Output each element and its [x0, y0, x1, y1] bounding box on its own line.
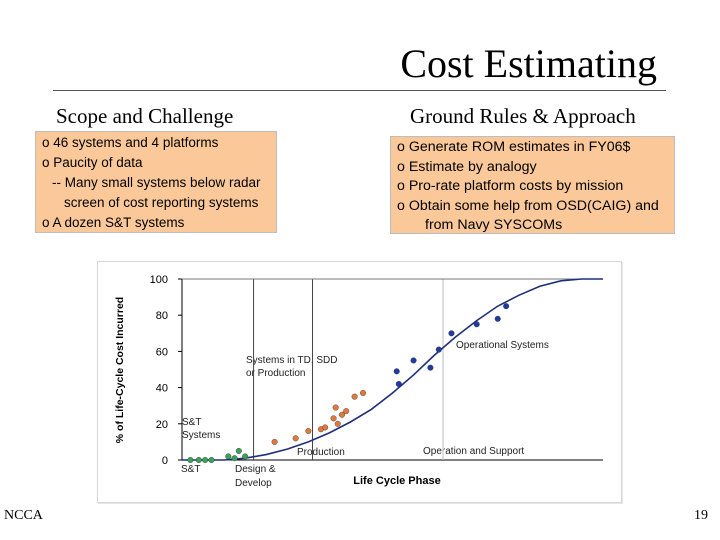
operational-point: [395, 380, 402, 387]
lifecycle-chart: % of Life-Cycle Cost Incurred Life Cycle…: [97, 261, 622, 503]
annotation-td-line-2: or Production: [246, 368, 305, 379]
st-point: [202, 456, 209, 463]
design-point: [271, 438, 278, 445]
left-bullet-2: o Paucity of data: [42, 155, 143, 170]
phase-label-production: Production: [297, 447, 345, 458]
right-bullet-1: o Generate ROM estimates in FY06$: [397, 139, 631, 155]
operational-point: [448, 330, 455, 337]
design-point: [305, 428, 312, 435]
y-tick-label: 60: [156, 346, 168, 358]
phase-label-st: S&T: [181, 464, 200, 475]
annotation-td-line-1: Systems in TD, SDD: [246, 355, 338, 366]
st-point: [195, 456, 202, 463]
design-point: [334, 420, 341, 427]
y-tick-label: 80: [156, 310, 168, 322]
operational-point: [393, 368, 400, 375]
st-point: [242, 453, 249, 460]
operational-point: [435, 346, 442, 353]
title-underline: [53, 90, 666, 91]
operational-point: [410, 357, 417, 364]
st-point: [187, 456, 194, 463]
cost-curve: [182, 278, 603, 461]
y-tick-label: 40: [156, 383, 168, 395]
design-point: [351, 393, 358, 400]
st-point: [225, 453, 232, 460]
left-heading: Scope and Challenge: [56, 104, 234, 128]
operational-point: [473, 321, 480, 328]
y-axis-label: % of Life-Cycle Cost Incurred: [114, 297, 126, 443]
design-point: [322, 424, 329, 431]
x-axis-label: Life Cycle Phase: [353, 475, 440, 487]
st-point: [208, 456, 215, 463]
phase-label-design: Design & Develop: [235, 464, 278, 489]
operational-point: [427, 364, 434, 371]
left-bullet-3: -- Many small systems below radar: [52, 175, 261, 190]
operational-point: [494, 315, 501, 322]
design-point: [292, 435, 299, 442]
design-point: [343, 408, 350, 415]
slide-title: Cost Estimating: [400, 41, 657, 86]
annotation-st-line-2: Systems: [182, 430, 220, 441]
right-bullet-4: o Obtain some help from OSD(CAIG) and: [397, 197, 659, 214]
st-point: [231, 455, 238, 462]
annotation-operational: Operational Systems: [456, 340, 549, 351]
plot-area: 0 20 40 60 80 100: [150, 274, 603, 467]
lifecycle-chart-svg: % of Life-Cycle Cost Incurred Life Cycle…: [114, 274, 603, 489]
phase-label-design-line-1: Design &: [235, 464, 276, 475]
right-heading: Ground Rules & Approach: [410, 104, 636, 128]
y-tick-label: 0: [162, 455, 168, 467]
right-bullet-3: o Pro-rate platform costs by mission: [397, 178, 624, 194]
design-point: [330, 415, 337, 422]
annotation-st-line-1: S&T: [182, 417, 201, 428]
design-point: [332, 404, 339, 411]
right-bullet-2: o Estimate by analogy: [397, 158, 537, 175]
scope-box: o 46 systems and 4 platforms o Paucity o…: [35, 131, 277, 233]
left-bullet-1: o 46 systems and 4 platforms: [42, 135, 219, 150]
design-point: [360, 390, 367, 397]
phase-label-design-line-2: Develop: [235, 478, 272, 489]
page-number: 19: [694, 508, 708, 523]
st-point: [235, 447, 242, 454]
right-bullet-5: from Navy SYSCOMs: [425, 217, 563, 233]
annotation-st-systems: S&T Systems: [182, 417, 220, 441]
y-tick-label: 100: [150, 274, 168, 286]
operational-point: [503, 303, 510, 310]
footer-org: NCCA: [4, 508, 43, 523]
approach-box: o Generate ROM estimates in FY06$ o Esti…: [390, 136, 675, 234]
left-bullet-5: o A dozen S&T systems: [42, 215, 185, 230]
left-bullet-4: screen of cost reporting systems: [64, 195, 259, 210]
phase-label-operation: Operation and Support: [423, 446, 524, 457]
annotation-td-sdd: Systems in TD, SDD or Production: [246, 355, 340, 379]
design-point: [338, 411, 345, 418]
y-tick-label: 20: [156, 419, 168, 431]
